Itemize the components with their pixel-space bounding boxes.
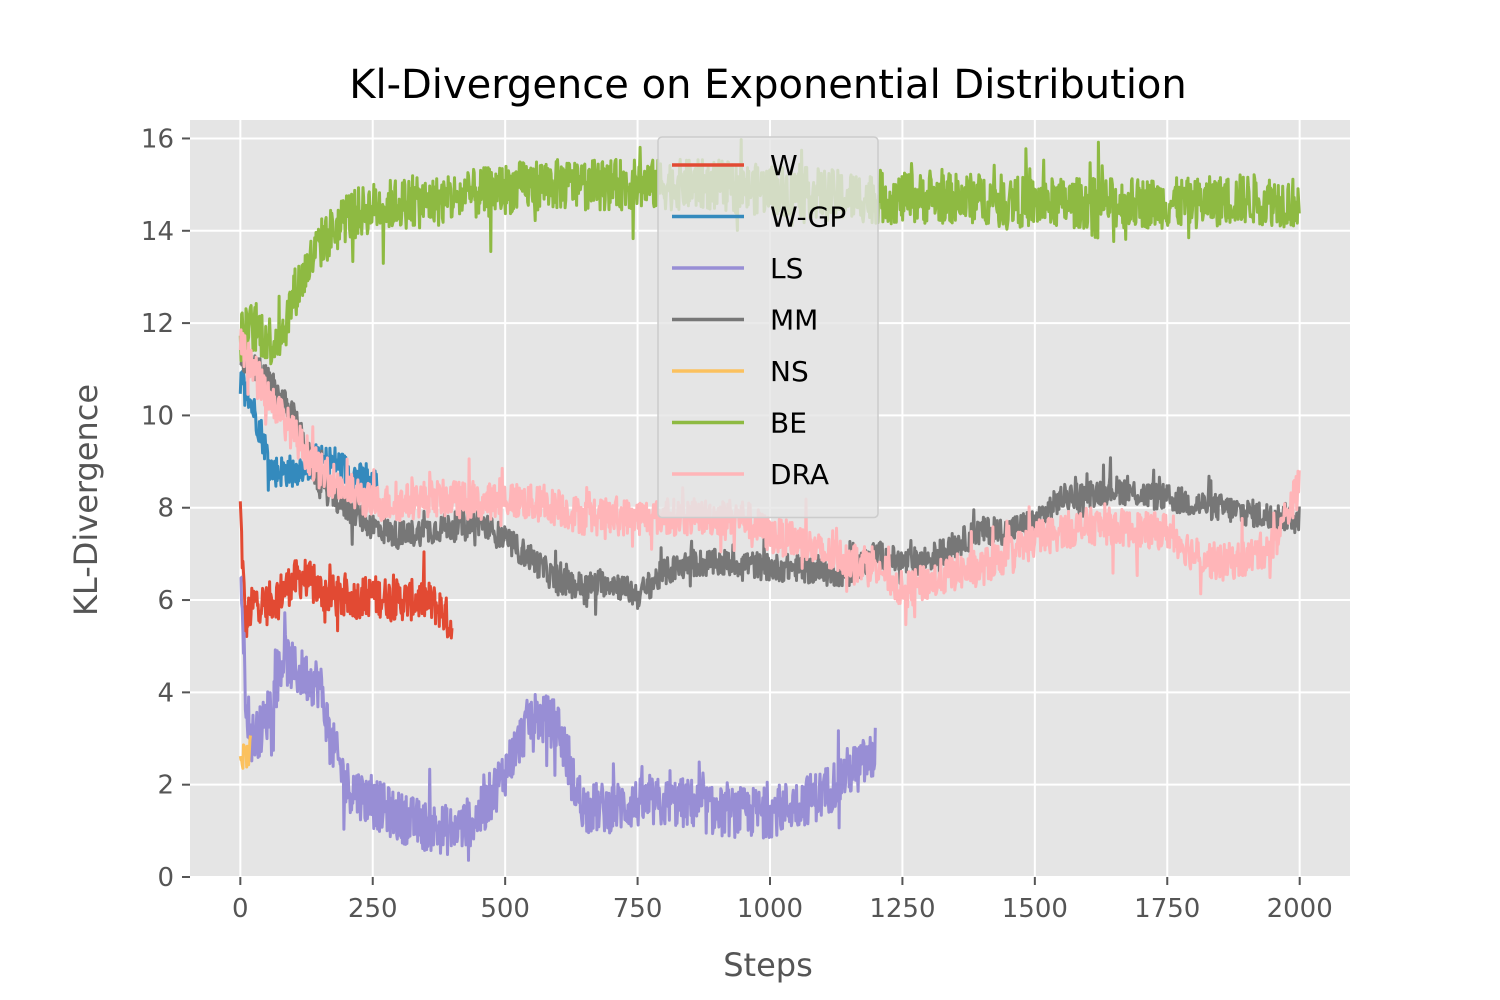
series-line-ls: [239, 575, 877, 862]
chart-title: Kl-Divergence on Exponential Distributio…: [349, 62, 1187, 108]
legend-label: W: [770, 149, 798, 182]
legend-label: MM: [770, 304, 818, 337]
x-tick-label: 1750: [1134, 894, 1200, 924]
series-line-dra: [238, 328, 1301, 627]
x-axis-label: Steps: [723, 946, 813, 984]
y-tick-label: 12: [141, 309, 174, 339]
x-tick-label: 1500: [1002, 894, 1068, 924]
y-tick-label: 0: [157, 863, 174, 893]
x-tick-label: 1000: [737, 894, 803, 924]
x-tick-label: 500: [480, 894, 530, 924]
legend-label: W-GP: [770, 201, 846, 234]
x-tick-label: 1250: [869, 894, 935, 924]
x-tick-label: 250: [348, 894, 398, 924]
y-tick-label: 10: [141, 401, 174, 431]
y-tick-label: 16: [141, 124, 174, 154]
legend-label: NS: [770, 355, 809, 388]
legend-label: LS: [770, 252, 803, 285]
x-tick-label: 750: [613, 894, 663, 924]
y-tick-label: 14: [141, 217, 174, 247]
x-tick-label: 0: [232, 894, 249, 924]
y-tick-label: 8: [157, 494, 174, 524]
x-axis: 0 250 500 750 1000 1250 1500 1750 2000: [232, 877, 1333, 924]
series-line-mm: [239, 345, 1301, 616]
y-tick-label: 6: [157, 586, 174, 616]
x-tick-label: 2000: [1267, 894, 1333, 924]
legend-label: DRA: [770, 458, 829, 491]
series-line-ns: [238, 735, 252, 770]
series-line-w: [238, 501, 454, 640]
y-tick-label: 4: [157, 678, 174, 708]
y-axis: 0 2 4 6 8 10 12 14 16: [141, 124, 190, 893]
legend: W W-GP LS MM NS BE DRA: [657, 136, 879, 519]
legend-box: [657, 136, 879, 519]
y-axis-label: KL-Divergence: [67, 384, 105, 616]
legend-label: BE: [770, 407, 807, 440]
y-tick-label: 2: [157, 771, 174, 801]
